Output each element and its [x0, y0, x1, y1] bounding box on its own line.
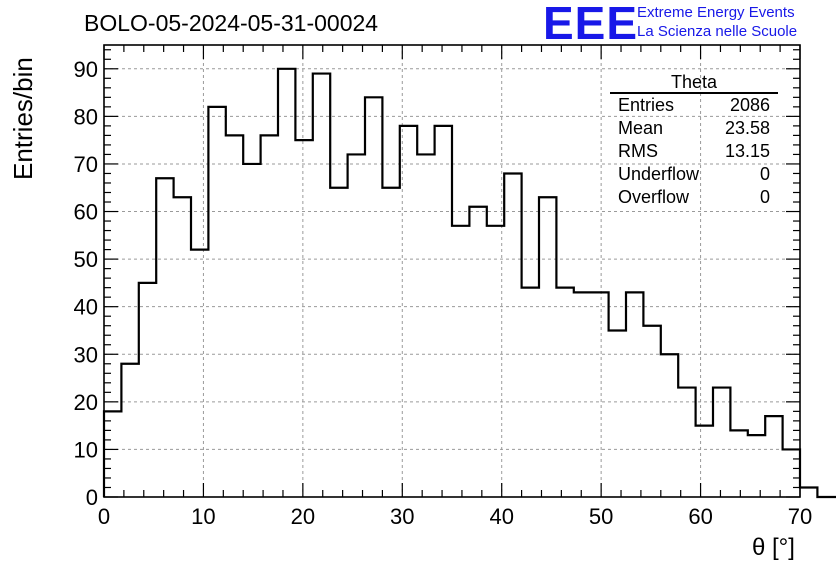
histogram-bin: [661, 354, 678, 497]
histogram-bin: [574, 292, 591, 497]
histogram-bin: [417, 154, 434, 497]
histogram-bin: [174, 197, 191, 497]
stats-label: Underflow: [618, 164, 700, 184]
y-tick-label: 90: [74, 57, 98, 82]
y-tick-label: 50: [74, 247, 98, 272]
stats-row: Underflow 0: [610, 163, 778, 186]
y-tick-label: 80: [74, 104, 98, 129]
x-tick-label: 10: [191, 504, 215, 529]
histogram-bin: [226, 135, 243, 497]
stats-row: RMS 13.15: [610, 140, 778, 163]
y-tick-label: 30: [74, 342, 98, 367]
stats-row: Mean 23.58: [610, 117, 778, 140]
histogram-bin: [556, 288, 573, 497]
y-tick-label: 60: [74, 200, 98, 225]
logo-line-2: La Scienza nelle Scuole: [637, 23, 798, 40]
histogram-bin: [121, 364, 138, 497]
histogram-bin: [591, 292, 608, 497]
histogram-bin: [609, 330, 626, 497]
histogram-bin: [469, 207, 486, 497]
histogram-bin: [156, 178, 173, 497]
stats-value: 0: [759, 187, 770, 207]
histogram-bin: [261, 135, 278, 497]
histogram-bin: [365, 97, 382, 497]
histogram-bin: [696, 426, 713, 497]
histogram-bin: [643, 326, 660, 497]
stats-label: Mean: [618, 118, 664, 138]
stats-label: RMS: [618, 141, 658, 161]
histogram-bin: [626, 292, 643, 497]
histogram-bin: [765, 416, 782, 497]
chart-title: BOLO-05-2024-05-31-00024: [84, 10, 379, 36]
histogram-bin: [295, 140, 312, 497]
y-tick-label: 0: [86, 485, 98, 510]
histogram-bin: [139, 283, 156, 497]
histogram-bin: [539, 197, 556, 497]
histogram-bin: [713, 388, 730, 497]
histogram-bin: [330, 188, 347, 497]
logo-line-1: Extreme Energy Events: [637, 4, 795, 21]
histogram-bin: [348, 154, 365, 497]
stats-value: 0: [759, 164, 770, 184]
stats-value: 13.15: [724, 141, 770, 161]
histogram-bin: [104, 411, 121, 497]
x-tick-label: 30: [390, 504, 414, 529]
histogram-bin: [191, 250, 208, 497]
histogram-bin: [522, 288, 539, 497]
stats-value: 2086: [729, 95, 770, 115]
y-tick-label: 10: [74, 437, 98, 462]
histogram-bin: [487, 226, 504, 497]
histogram-bin: [504, 173, 521, 497]
histogram-bin: [278, 69, 295, 497]
x-tick-label: 0: [98, 504, 110, 529]
histogram-bin: [313, 74, 330, 497]
histogram-bin: [783, 449, 800, 497]
histogram-bin: [208, 107, 225, 497]
histogram-bin: [452, 226, 469, 497]
histogram-bin: [800, 487, 817, 497]
histogram-bin: [243, 164, 260, 497]
y-tick-label: 40: [74, 295, 98, 320]
x-axis-label: θ [°]: [752, 534, 795, 561]
stats-label: Overflow: [618, 187, 690, 207]
x-tick-label: 20: [291, 504, 315, 529]
histogram-bin: [435, 126, 452, 497]
histogram-outline: [102, 67, 836, 499]
x-tick-label: 50: [589, 504, 613, 529]
histogram-bin: [748, 435, 765, 497]
x-tick-label: 70: [788, 504, 812, 529]
y-tick-label: 70: [74, 152, 98, 177]
eee-logo: EEE: [543, 0, 639, 49]
stats-title: Theta: [610, 72, 778, 94]
stats-row: Entries 2086: [610, 94, 778, 117]
histogram-bin: [400, 126, 417, 497]
stats-row: Overflow 0: [610, 186, 778, 209]
stats-value: 23.58: [724, 118, 770, 138]
histogram-bin: [730, 430, 747, 497]
stats-label: Entries: [618, 95, 675, 115]
x-tick-label: 60: [688, 504, 712, 529]
logo-text: Extreme Energy Events La Scienza nelle S…: [637, 3, 797, 41]
plot-frame: [103, 44, 801, 498]
histogram-bin: [678, 388, 695, 497]
x-tick-label: 40: [489, 504, 513, 529]
y-tick-label: 20: [74, 390, 98, 415]
stats-box: Theta Entries 2086 Mean 23.58 RMS 13.15 Underf…: [610, 72, 778, 209]
histogram-bin: [382, 188, 399, 497]
